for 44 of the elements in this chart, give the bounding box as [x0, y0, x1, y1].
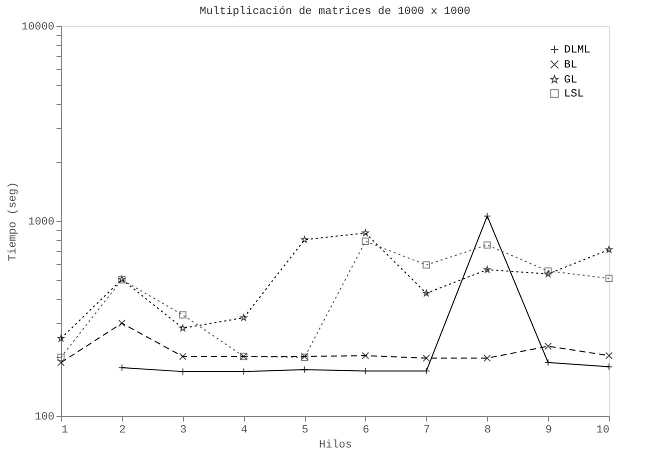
x-tick-label: 2: [119, 424, 126, 436]
x-tick-label: 3: [180, 424, 187, 436]
legend-label: BL: [564, 60, 578, 72]
x-tick-label: 4: [240, 424, 248, 436]
point: [362, 238, 370, 245]
point: [422, 290, 430, 296]
point: [484, 241, 491, 249]
x-tick-label: 10: [596, 424, 610, 436]
point: [484, 266, 491, 273]
point: [484, 354, 491, 362]
point: [362, 229, 369, 236]
point: [605, 274, 613, 282]
x-tick-label: 7: [424, 424, 430, 436]
y-tick-label: 100: [34, 412, 54, 424]
point: [179, 324, 186, 332]
point: [605, 352, 613, 360]
point: [57, 334, 65, 342]
point: [118, 320, 126, 327]
x-tick-label: 1: [62, 424, 68, 436]
point: [301, 236, 308, 243]
point: [544, 270, 552, 278]
y-tick-label: 10000: [21, 22, 54, 34]
x-axis-title: Hilos: [318, 440, 352, 452]
legend-label: LSL: [564, 88, 584, 100]
x-tick-label: 9: [545, 424, 552, 436]
point: [57, 358, 65, 366]
chart-title: Multiplicación de matrices de 1000 x 1000: [200, 6, 470, 18]
y-axis-title: Tiempo (seg): [7, 182, 20, 262]
x-tick-label: 5: [302, 424, 308, 436]
point: [362, 352, 370, 360]
x-tick-label: 6: [362, 424, 370, 436]
point: [605, 246, 613, 253]
point: [422, 261, 430, 269]
point: [57, 354, 65, 361]
point: [544, 342, 552, 350]
point: [240, 314, 248, 321]
y-tick-label: 1000: [28, 216, 54, 228]
x-tick-label: 8: [484, 424, 492, 436]
point: [544, 267, 552, 275]
point: [422, 354, 430, 362]
legend-label: GL: [564, 74, 578, 86]
point: [179, 311, 186, 319]
point: [179, 352, 186, 360]
legend-label: DLML: [564, 44, 590, 56]
